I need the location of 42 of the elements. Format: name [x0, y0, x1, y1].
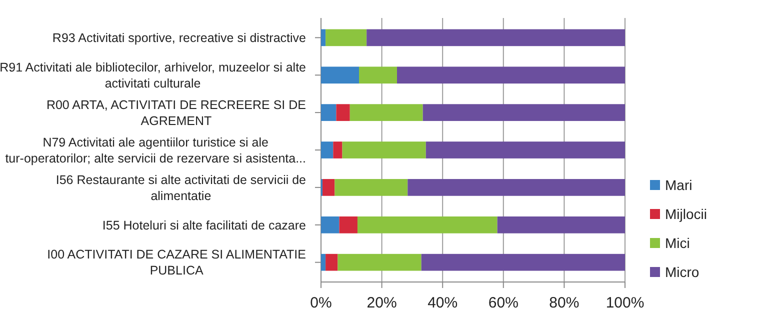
- y-tick-label: I00 ACTIVITATI DE CAZARE SI ALIMENTATIE PUBLICA: [47, 248, 306, 278]
- x-tick-label: 80%: [549, 294, 580, 312]
- bar: [426, 142, 625, 158]
- bar: [350, 104, 423, 121]
- x-tick-label: 0%: [310, 294, 332, 312]
- bar: [322, 179, 335, 196]
- bar: [321, 254, 326, 271]
- bar: [339, 216, 358, 234]
- x-tick-label: 20%: [366, 294, 397, 312]
- bar: [422, 104, 625, 121]
- bar: [342, 142, 426, 158]
- bar: [336, 104, 350, 121]
- x-tick-label: 40%: [428, 294, 458, 312]
- legend-label: Mici: [665, 234, 690, 251]
- bar: [366, 29, 625, 46]
- y-tick-label: N79 Activitati ale agentiilor turistice si ale tur-operatorilor; alte servicii de rezervare si asistenta...: [5, 135, 306, 166]
- x-tick-label: 100%: [606, 294, 644, 312]
- legend-label: Mijlocii: [665, 206, 707, 222]
- bar: [321, 104, 336, 121]
- legend-label: Micro: [665, 264, 700, 280]
- legend-label: Mari: [665, 176, 692, 193]
- y-tick-label: R91 Activitati ale bibliotecilor, arhivelor, muzeelor si alte activitati culturale: [0, 60, 306, 90]
- bar: [326, 29, 367, 46]
- bar: [421, 254, 625, 271]
- y-tick-label: I55 Hoteluri si alte facilitati de cazare: [102, 218, 306, 232]
- bar: [397, 66, 625, 84]
- bar: [408, 179, 625, 196]
- bar: [338, 254, 422, 271]
- bar: [334, 179, 408, 196]
- bar: [321, 66, 359, 84]
- bar: [321, 216, 340, 234]
- bar: [359, 66, 397, 84]
- bar: [326, 254, 338, 271]
- bar: [321, 29, 326, 46]
- y-tick-label: R00 ARTA, ACTIVITATI DE RECREERE SI DE AGREMENT: [46, 98, 306, 128]
- y-tick-label: R93 Activitati sportive, recreative si distractive: [52, 31, 306, 46]
- bar: [321, 142, 334, 158]
- bar: [497, 216, 625, 234]
- y-tick-label: I56 Restaurante si alte activitati de servicii de alimentatie: [56, 172, 306, 203]
- bar: [357, 216, 498, 234]
- x-tick-label: 60%: [488, 294, 518, 312]
- bar: [333, 142, 342, 158]
